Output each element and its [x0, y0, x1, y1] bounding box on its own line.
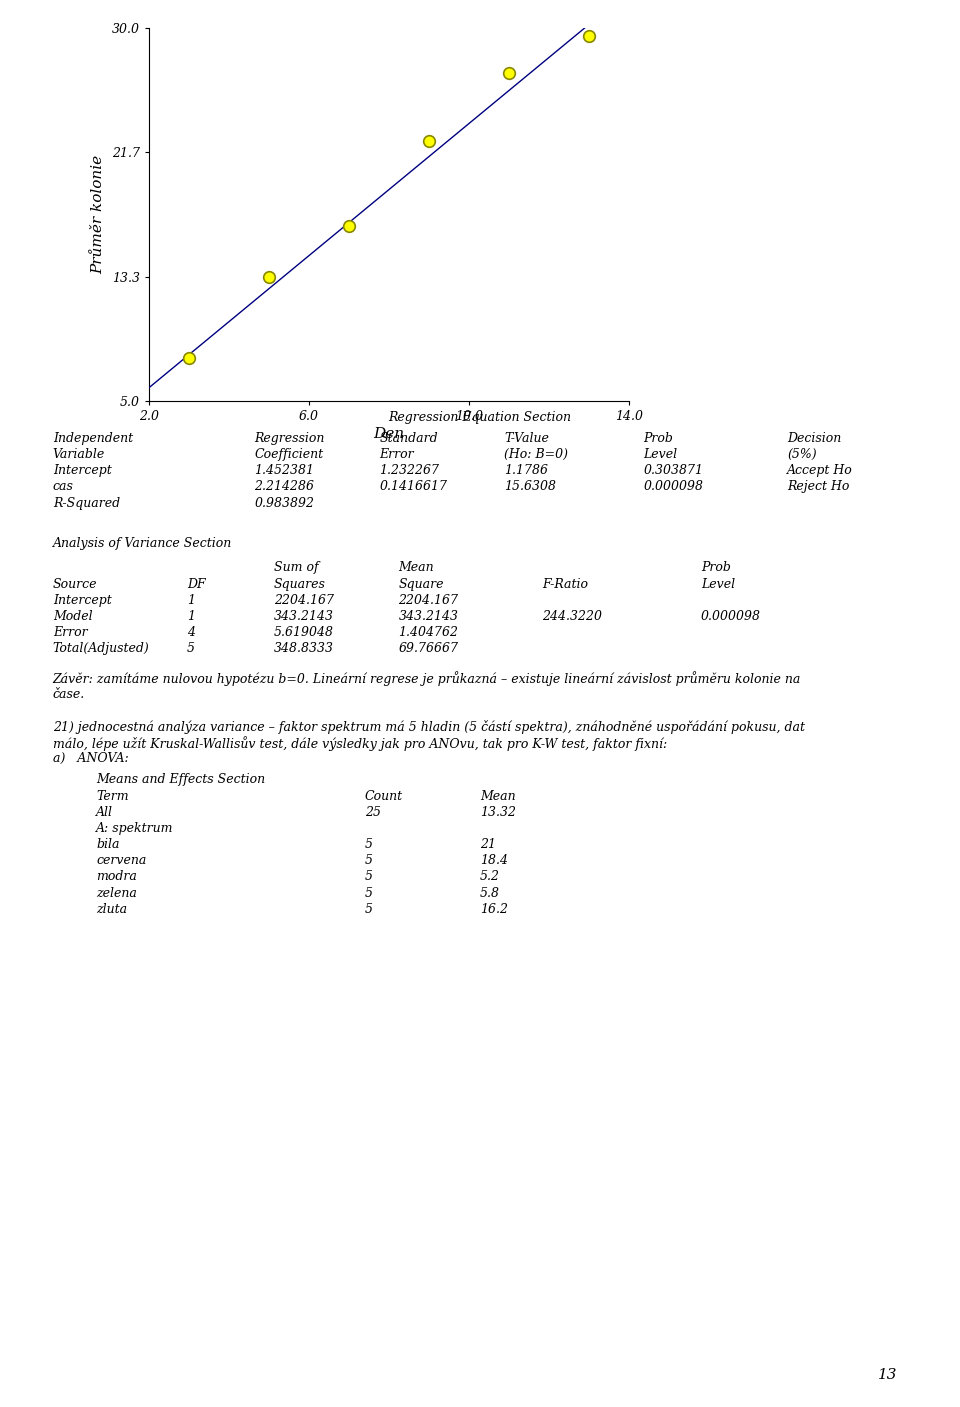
Text: Mean: Mean: [480, 789, 516, 802]
Text: Závěr: zamítáme nulovou hypotézu b=0. Lineární regrese je průkazná – existuje li: Závěr: zamítáme nulovou hypotézu b=0. Li…: [53, 671, 802, 687]
Text: 5: 5: [187, 642, 195, 656]
Text: Intercept: Intercept: [53, 464, 111, 477]
Point: [261, 266, 276, 288]
Text: 2204.167: 2204.167: [398, 594, 459, 606]
Text: 1.1786: 1.1786: [504, 464, 548, 477]
Text: modra: modra: [96, 871, 137, 884]
Text: All: All: [96, 806, 113, 819]
Text: 5.8: 5.8: [480, 886, 500, 899]
Text: Source: Source: [53, 577, 97, 591]
Text: 5: 5: [365, 854, 372, 867]
Text: 343.2143: 343.2143: [398, 609, 459, 623]
Text: 1: 1: [187, 609, 195, 623]
Text: Independent: Independent: [53, 432, 132, 445]
Text: Error: Error: [379, 447, 414, 461]
Text: 5: 5: [365, 839, 372, 851]
Text: Level: Level: [643, 447, 678, 461]
Text: 13.32: 13.32: [480, 806, 516, 819]
Text: Means and Effects Section: Means and Effects Section: [96, 774, 265, 787]
Text: 1.232267: 1.232267: [379, 464, 440, 477]
Text: Standard: Standard: [379, 432, 438, 445]
Text: Mean: Mean: [398, 561, 434, 574]
Text: DF: DF: [187, 577, 205, 591]
Text: 1.404762: 1.404762: [398, 626, 459, 639]
Text: 5.619048: 5.619048: [274, 626, 334, 639]
Text: zluta: zluta: [96, 903, 127, 916]
Text: Accept Ho: Accept Ho: [787, 464, 852, 477]
Text: (Ho: B=0): (Ho: B=0): [504, 447, 568, 461]
Text: cervena: cervena: [96, 854, 146, 867]
Point: [341, 215, 356, 238]
Text: 0.000098: 0.000098: [701, 609, 760, 623]
Text: 16.2: 16.2: [480, 903, 508, 916]
Text: Regression: Regression: [254, 432, 324, 445]
Text: A: spektrum: A: spektrum: [96, 822, 174, 834]
Text: Decision: Decision: [787, 432, 842, 445]
Text: Coefficient: Coefficient: [254, 447, 324, 461]
Text: 1: 1: [187, 594, 195, 606]
Text: 5.2: 5.2: [480, 871, 500, 884]
Text: R-Squared: R-Squared: [53, 497, 120, 509]
Text: Error: Error: [53, 626, 87, 639]
Text: Reject Ho: Reject Ho: [787, 480, 850, 494]
Text: Total(Adjusted): Total(Adjusted): [53, 642, 150, 656]
Text: Count: Count: [365, 789, 403, 802]
Point: [501, 62, 516, 84]
Text: 18.4: 18.4: [480, 854, 508, 867]
Text: Squares: Squares: [274, 577, 325, 591]
Text: Prob: Prob: [701, 561, 731, 574]
Text: 21) jednocestná analýza variance – faktor spektrum má 5 hladin (5 částí spektra): 21) jednocestná analýza variance – fakto…: [53, 720, 804, 734]
Text: 348.8333: 348.8333: [274, 642, 334, 656]
Point: [581, 24, 596, 46]
Text: F-Ratio: F-Ratio: [542, 577, 588, 591]
Text: čase.: čase.: [53, 688, 85, 701]
Text: 5: 5: [365, 871, 372, 884]
Text: 21: 21: [480, 839, 496, 851]
Text: málo, lépe užít Kruskal-Wallisův test, dále výsledky jak pro ANOvu, tak pro K-W : málo, lépe užít Kruskal-Wallisův test, d…: [53, 736, 667, 751]
Point: [421, 131, 437, 153]
Text: Sum of: Sum of: [274, 561, 318, 574]
Text: Model: Model: [53, 609, 92, 623]
Text: 15.6308: 15.6308: [504, 480, 556, 494]
Text: 244.3220: 244.3220: [542, 609, 603, 623]
X-axis label: Den: Den: [373, 428, 404, 442]
Text: 69.76667: 69.76667: [398, 642, 459, 656]
Text: T-Value: T-Value: [504, 432, 549, 445]
Text: 343.2143: 343.2143: [274, 609, 334, 623]
Text: Analysis of Variance Section: Analysis of Variance Section: [53, 537, 232, 550]
Text: bila: bila: [96, 839, 119, 851]
Text: 4: 4: [187, 626, 195, 639]
Text: 0.000098: 0.000098: [643, 480, 703, 494]
Text: Prob: Prob: [643, 432, 673, 445]
Text: 25: 25: [365, 806, 381, 819]
Text: Level: Level: [701, 577, 735, 591]
Text: (5%): (5%): [787, 447, 817, 461]
Text: Variable: Variable: [53, 447, 105, 461]
Text: a)   ANOVA:: a) ANOVA:: [53, 753, 129, 765]
Text: 2.214286: 2.214286: [254, 480, 314, 494]
Text: 2204.167: 2204.167: [274, 594, 334, 606]
Text: 1.452381: 1.452381: [254, 464, 314, 477]
Y-axis label: Průměr kolonie: Průměr kolonie: [91, 155, 105, 274]
Point: [181, 346, 197, 369]
Text: 13: 13: [878, 1368, 898, 1382]
Text: Term: Term: [96, 789, 129, 802]
Text: Regression Equation Section: Regression Equation Section: [389, 411, 571, 424]
Text: 0.983892: 0.983892: [254, 497, 314, 509]
Text: 5: 5: [365, 886, 372, 899]
Text: 0.1416617: 0.1416617: [379, 480, 447, 494]
Text: 0.303871: 0.303871: [643, 464, 703, 477]
Text: cas: cas: [53, 480, 74, 494]
Text: Square: Square: [398, 577, 444, 591]
Text: zelena: zelena: [96, 886, 137, 899]
Text: 5: 5: [365, 903, 372, 916]
Text: Intercept: Intercept: [53, 594, 111, 606]
